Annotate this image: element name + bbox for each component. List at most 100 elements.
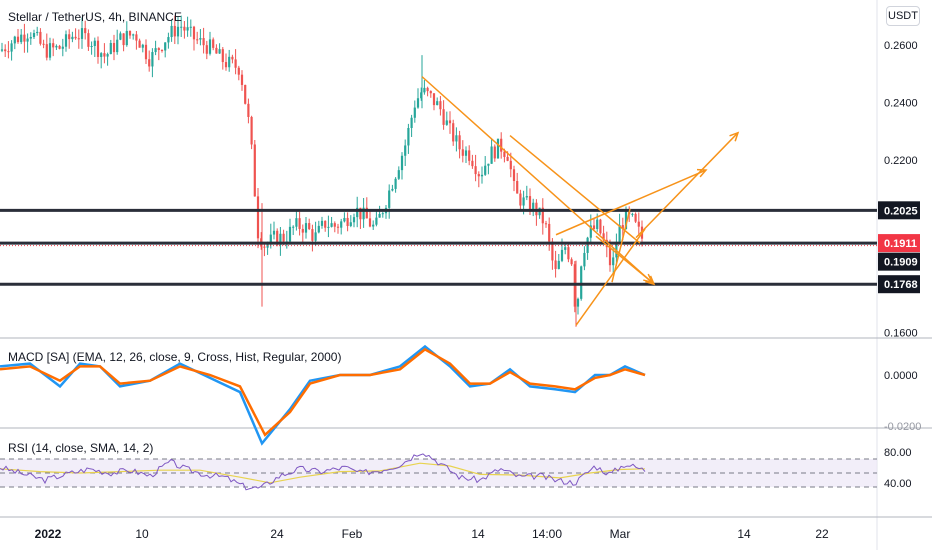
candle-body: [205, 45, 208, 54]
candle-body: [80, 28, 84, 39]
trendline: [509, 134, 641, 244]
trendline: [421, 76, 655, 285]
candle-body: [554, 260, 557, 269]
candle-body: [455, 135, 458, 142]
candle-body: [589, 225, 592, 238]
candle-body: [167, 37, 170, 43]
currency-button[interactable]: USDT: [886, 6, 920, 26]
candle-body: [442, 109, 445, 125]
candle-body: [413, 107, 416, 118]
time-tick-label: 24: [270, 527, 284, 541]
candle-body: [176, 26, 180, 37]
price-level-label-bg: [878, 275, 920, 294]
candle-body: [138, 40, 141, 48]
symbol-title: Stellar / TetherUS, 4h, BINANCE: [8, 10, 182, 24]
candle-body: [45, 44, 48, 58]
rsi-tick-label: 80.00: [884, 447, 912, 459]
arrow-head: [729, 131, 740, 142]
price-level-label: 0.1911: [884, 238, 917, 250]
candle-body: [528, 196, 532, 212]
candle-body: [192, 26, 196, 40]
candle-body: [400, 155, 404, 171]
candle-body: [570, 259, 573, 265]
candle-body: [279, 233, 282, 245]
candle-body: [186, 27, 189, 31]
price-level-label: 0.1768: [884, 279, 918, 291]
price-tick-label: 0.2400: [884, 98, 918, 110]
candle-body: [39, 31, 42, 44]
candle-body: [240, 74, 244, 85]
candle-body: [439, 101, 442, 110]
candle-body: [272, 230, 276, 235]
candle-body: [461, 149, 464, 156]
candle-body: [295, 218, 298, 227]
candle-body: [468, 150, 471, 161]
candle-body: [87, 33, 90, 47]
candle-body: [212, 39, 215, 48]
candle-body: [314, 232, 317, 241]
candle-body: [199, 38, 202, 40]
candle-body: [144, 44, 148, 60]
candle-body: [432, 93, 436, 106]
candle-body: [20, 34, 23, 43]
candle-body: [231, 56, 234, 60]
candle-body: [599, 219, 602, 234]
candle-body: [250, 116, 253, 145]
candle-body: [519, 193, 522, 206]
candle-body: [247, 103, 250, 117]
candle-body: [490, 146, 493, 164]
candle-body: [474, 166, 477, 175]
arrow-head: [645, 275, 656, 286]
price-level-label-bg: [878, 201, 920, 220]
candle-body: [426, 87, 429, 92]
candle-body: [237, 67, 240, 75]
candle-body: [394, 178, 397, 189]
candle-body: [64, 34, 68, 47]
price-tick-label: 0.2600: [884, 40, 918, 52]
time-tick-label: Mar: [610, 527, 631, 541]
candle-body: [487, 163, 490, 166]
trend-arrow: [635, 132, 739, 239]
candle-body: [503, 151, 506, 157]
candle-body: [36, 31, 39, 34]
candle-body: [90, 46, 93, 48]
candle-body: [452, 123, 455, 142]
time-tick-label: 14:00: [532, 527, 562, 541]
candle-body: [68, 34, 71, 40]
candle-body: [154, 48, 157, 53]
candle-body: [429, 91, 432, 94]
candle-body: [592, 225, 596, 229]
price-level-label-bg: [878, 252, 920, 271]
candle-body: [215, 47, 218, 54]
candle-body: [96, 40, 100, 57]
candle-body: [221, 49, 224, 63]
candle-body: [71, 36, 74, 40]
candle-body: [304, 223, 308, 233]
time-tick-label: 10: [135, 527, 149, 541]
candle-body: [109, 42, 112, 55]
candle-body: [378, 213, 381, 218]
trendline: [555, 169, 707, 236]
candle-body: [397, 170, 400, 179]
candle-body: [119, 33, 122, 40]
candle-body: [4, 49, 7, 52]
candle-body: [269, 234, 272, 245]
candle-body: [125, 30, 128, 46]
price-level-label-bg: [878, 234, 920, 253]
candle-body: [0, 49, 4, 51]
candle-body: [388, 190, 391, 208]
candle-body: [48, 43, 52, 58]
candle-body: [298, 218, 301, 229]
candle-body: [522, 197, 525, 206]
candle-body: [391, 188, 394, 191]
time-tick-label: 14: [737, 527, 751, 541]
candle-body: [276, 230, 279, 245]
candle-body: [618, 225, 621, 244]
candle-body: [404, 145, 407, 156]
candle-body: [541, 207, 544, 224]
candle-body: [77, 38, 80, 40]
candle-body: [544, 223, 548, 225]
price-axis-bg: [877, 0, 932, 550]
arrow-head: [696, 168, 708, 178]
